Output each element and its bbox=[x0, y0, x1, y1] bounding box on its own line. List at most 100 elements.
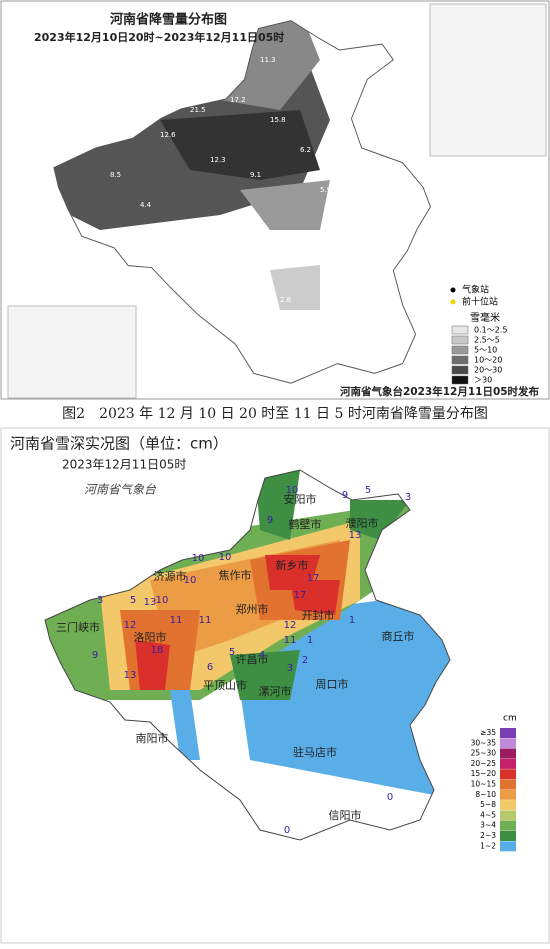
city-label: 焦作市 bbox=[219, 568, 252, 582]
bottom-date: 2023年12月11日05时 bbox=[62, 458, 186, 472]
snowfall-value: 17.2 bbox=[230, 96, 246, 104]
bottom-agency: 河南省气象台 bbox=[84, 483, 157, 497]
legend-swatch bbox=[500, 748, 516, 759]
city-label: 南阳市 bbox=[136, 731, 169, 745]
snowfall-value: 9.1 bbox=[250, 171, 261, 179]
legend-swatch bbox=[451, 375, 469, 385]
city-label: 商丘市 bbox=[382, 629, 415, 643]
legend-swatch bbox=[500, 769, 516, 780]
snowfall-value: 11.3 bbox=[260, 56, 276, 64]
snow-depth: 4 bbox=[259, 650, 265, 661]
station-dot bbox=[450, 299, 456, 305]
city-label: 濮阳市 bbox=[346, 516, 379, 530]
snow-depth: 18 bbox=[151, 645, 164, 656]
snow-depth: 3 bbox=[97, 595, 103, 606]
snowfall-value: 2.8 bbox=[280, 296, 291, 304]
legend-swatch bbox=[451, 355, 469, 365]
snow-depth: 11 bbox=[284, 635, 297, 646]
depth-zone bbox=[350, 500, 410, 540]
city-label: 三门峡市 bbox=[56, 620, 100, 634]
legend-swatch bbox=[500, 810, 516, 821]
city-label: 郑州市 bbox=[236, 602, 269, 616]
legend-label: 15~20 bbox=[471, 769, 497, 778]
legend-label: 8~10 bbox=[475, 790, 496, 799]
snowfall-value: 12.3 bbox=[210, 156, 226, 164]
legend-label: 2.5～5 bbox=[474, 336, 500, 345]
city-label: 平顶山市 bbox=[203, 678, 247, 692]
legend-swatch bbox=[500, 728, 516, 738]
ranking-table bbox=[429, 3, 547, 157]
snow-depth: 13 bbox=[349, 530, 362, 541]
city-label: 漯河市 bbox=[259, 684, 292, 698]
legend-label: ＞30 bbox=[474, 376, 492, 385]
legend-label: 3~4 bbox=[480, 821, 496, 830]
legend-swatch bbox=[451, 345, 469, 355]
snow-depth: 0 bbox=[387, 792, 393, 803]
snow-depth: 10 bbox=[156, 595, 169, 606]
city-label: 信阳市 bbox=[329, 808, 362, 822]
legend-title: cm bbox=[503, 714, 517, 724]
snow-depth: 13 bbox=[144, 597, 157, 608]
snow-depth: 5 bbox=[130, 595, 136, 606]
snow-depth: 0 bbox=[284, 825, 290, 836]
city-label: 洛阳市 bbox=[134, 630, 167, 644]
snow-depth: 2 bbox=[302, 655, 308, 666]
station-dot bbox=[450, 287, 456, 293]
snow-depth: 17 bbox=[294, 590, 307, 601]
depth-zone bbox=[290, 580, 340, 615]
snow-depth: 6 bbox=[207, 662, 213, 673]
bottom-title: 河南省雪深实况图（单位：cm） bbox=[10, 435, 228, 453]
snow-depth: 1 bbox=[349, 615, 355, 626]
legend-swatch bbox=[500, 758, 516, 769]
snow-depth: 13 bbox=[124, 670, 137, 681]
snowfall-value: 8.5 bbox=[110, 171, 121, 179]
snowfall-value: 4.4 bbox=[140, 201, 152, 209]
legend-label: 10~15 bbox=[471, 780, 497, 789]
top-publisher: 河南省气象台2023年12月11日05时发布 bbox=[340, 385, 540, 398]
city-label: 驻马店市 bbox=[293, 745, 337, 759]
city-label: 济源市 bbox=[154, 569, 187, 583]
legend-label: 30~35 bbox=[471, 738, 497, 747]
snow-depth: 10 bbox=[286, 485, 299, 496]
top-title: 河南省降雪量分布图 bbox=[110, 12, 227, 28]
snow-depth: 11 bbox=[170, 615, 183, 626]
snow-depth: 9 bbox=[342, 490, 348, 501]
snow-depth: 10 bbox=[192, 553, 205, 564]
snow-depth: 3 bbox=[287, 663, 293, 674]
legend-label: 10～20 bbox=[474, 356, 502, 365]
legend-swatch bbox=[500, 779, 516, 790]
station-legend-label: 气象站 bbox=[462, 284, 489, 296]
legend-swatch bbox=[500, 738, 516, 749]
legend-label: ≥35 bbox=[480, 728, 496, 737]
city-label: 安阳市 bbox=[284, 492, 317, 506]
legend-swatch bbox=[500, 831, 516, 841]
snowfall-value: 15.8 bbox=[270, 116, 286, 124]
legend-swatch bbox=[500, 789, 516, 800]
snow-depth: 5 bbox=[365, 485, 371, 496]
depth-zone bbox=[170, 690, 200, 760]
legend-swatch bbox=[451, 365, 469, 375]
snowfall-value: 12.6 bbox=[160, 131, 176, 139]
snowfall-value: 3.1 bbox=[200, 226, 211, 234]
city-label: 鹤壁市 bbox=[289, 517, 322, 531]
snow-depth: 10 bbox=[219, 552, 232, 563]
snow-depth: 12 bbox=[124, 620, 137, 631]
legend-swatch bbox=[500, 820, 516, 831]
snow-depth: 9 bbox=[92, 650, 98, 661]
snowfall-value: 6.2 bbox=[300, 146, 311, 154]
legend-label: 5～10 bbox=[474, 346, 497, 355]
legend-label: 25~30 bbox=[471, 749, 497, 758]
legend-label: 4~5 bbox=[480, 810, 496, 819]
city-label: 新乡市 bbox=[276, 558, 309, 572]
snow-depth: 5 bbox=[229, 647, 235, 658]
snow-depth: 11 bbox=[199, 615, 212, 626]
stats-table bbox=[7, 305, 137, 399]
station-legend-label: 前十位站 bbox=[462, 296, 498, 308]
caption: 图2 2023 年 12 月 10 日 20 时至 11 日 5 时河南省降雪量… bbox=[62, 406, 488, 422]
snow-depth: 17 bbox=[307, 573, 320, 584]
depth-zone bbox=[255, 470, 300, 540]
legend-label: 20~25 bbox=[471, 759, 497, 768]
legend-swatch bbox=[451, 325, 469, 335]
legend-label: 1~2 bbox=[480, 841, 496, 850]
